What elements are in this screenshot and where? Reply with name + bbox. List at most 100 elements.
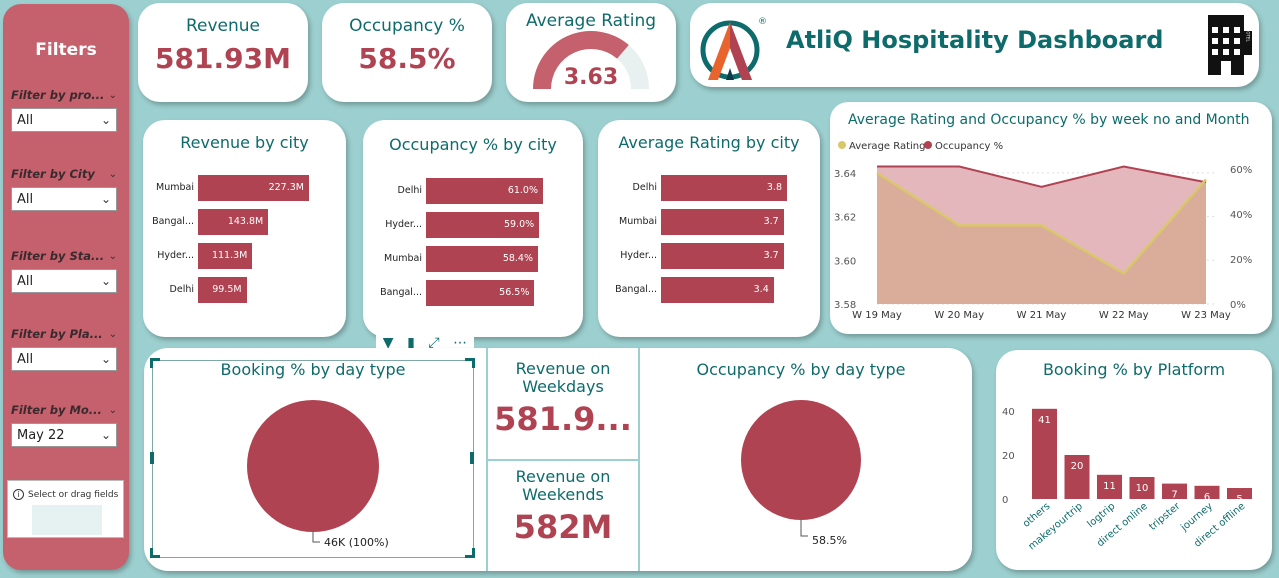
legend-label: Average Rating (849, 141, 925, 152)
bar[interactable]: 143.8M (198, 209, 269, 235)
bar[interactable]: 99.5M (198, 277, 247, 303)
bar-row[interactable]: Bangal... 143.8M (143, 209, 269, 235)
filter-platform[interactable]: Filter by Pla... ⌄ All ⌄ (11, 327, 117, 371)
chevron-down-icon[interactable]: ⌄ (108, 250, 117, 262)
platform-bar (1064, 455, 1090, 499)
bar-row[interactable]: Delhi 61.0% (363, 178, 543, 204)
filter-dropdown[interactable]: All ⌄ (11, 108, 117, 132)
resize-handle[interactable] (465, 548, 475, 558)
bar-row[interactable]: Delhi 99.5M (143, 277, 247, 303)
bar-chart: Delhi 61.0% Hyder... 59.0% Mumbai 58.4% Bangal… (363, 178, 583, 318)
filter-dropdown[interactable]: All ⌄ (11, 347, 117, 371)
card-title: Revenue on Weekends (515, 467, 611, 504)
bar-row[interactable]: Bangal... 3.4 (598, 277, 774, 303)
drag-fields-placeholder[interactable]: i Select or drag fields (7, 480, 124, 538)
bar-category-label: Hyder... (620, 250, 657, 261)
pie-leader-line (800, 520, 808, 537)
filter-city[interactable]: Filter by City ⌄ All ⌄ (11, 167, 117, 211)
filter-dropdown[interactable]: All ⌄ (11, 269, 117, 293)
bar-value-label: 6 (1204, 492, 1210, 503)
resize-handle[interactable] (465, 358, 475, 368)
filter-product[interactable]: Filter by pro... ⌄ All ⌄ (11, 88, 117, 132)
bar[interactable]: 3.7 (661, 243, 784, 269)
chevron-down-icon[interactable]: ⌄ (100, 428, 111, 442)
filter-status[interactable]: Filter by Sta... ⌄ All ⌄ (11, 249, 117, 293)
dashboard-title: AtliQ Hospitality Dashboard (786, 26, 1164, 54)
bar-value-label: 58.4% (502, 253, 533, 264)
legend-marker (924, 141, 932, 149)
resize-handle[interactable] (150, 548, 160, 558)
bar[interactable]: 111.3M (198, 243, 253, 269)
chevron-down-icon[interactable]: ⌄ (108, 168, 117, 180)
bar[interactable]: 3.7 (661, 209, 784, 235)
kpi-title: Revenue (185, 16, 261, 36)
bar[interactable]: 56.5% (426, 280, 535, 306)
x-category-label: tripster (1147, 500, 1183, 532)
x-tick-label: W 23 May (1181, 310, 1231, 321)
revenue-weekdays-card: Revenue on Weekdays 581.9... (488, 359, 638, 439)
bar[interactable]: 3.4 (661, 277, 774, 303)
filter-month[interactable]: Filter by Mo... ⌄ May 22 ⌄ (11, 403, 117, 447)
bar-value-label: 99.5M (212, 284, 242, 295)
bar[interactable]: 58.4% (426, 246, 538, 272)
bar-row[interactable]: Mumbai 58.4% (363, 246, 538, 272)
y-tick-label: 40 (1002, 407, 1015, 418)
bar-row[interactable]: Delhi 3.8 (598, 175, 787, 201)
focus-mode-icon[interactable]: ⤢ (428, 335, 440, 351)
pie-slice (741, 400, 861, 520)
bar-row[interactable]: Mumbai 227.3M (143, 175, 309, 201)
resize-handle[interactable] (470, 452, 474, 464)
occupancy-pie-chart: 58.5% (741, 400, 861, 547)
bar[interactable]: 59.0% (426, 212, 540, 238)
gauge-value: 3.63 (563, 65, 619, 90)
bar-row[interactable]: Hyder... 59.0% (363, 212, 540, 238)
bar-value-label: 227.3M (268, 182, 304, 193)
chevron-down-icon[interactable]: ⌄ (108, 89, 117, 101)
bar-category-label: Mumbai (156, 182, 194, 193)
pie-slice (247, 400, 379, 532)
chevron-down-icon[interactable]: ⌄ (100, 192, 111, 206)
hotel-building-icon: HOTEL (1208, 15, 1252, 75)
filter-dropdown[interactable]: All ⌄ (11, 187, 117, 211)
card-value: 581.9... (494, 400, 632, 438)
resize-handle[interactable] (150, 452, 154, 464)
platform-bar (1032, 408, 1057, 499)
filter-icon[interactable]: ▼ (382, 335, 394, 351)
platform-bar (1097, 474, 1122, 499)
platform-bar (1129, 477, 1155, 499)
bar-category-label: Hyder... (385, 219, 422, 230)
platform-bar (1162, 483, 1187, 499)
chevron-down-icon[interactable]: ⌄ (108, 328, 117, 340)
more-options-icon[interactable]: ⋯ (453, 335, 468, 351)
bar-value-label: 3.7 (763, 216, 779, 227)
bar-category-label: Mumbai (384, 253, 422, 264)
bar-row[interactable]: Hyder... 3.7 (598, 243, 784, 269)
kpi-value: 58.5% (358, 42, 456, 75)
bar-row[interactable]: Mumbai 3.7 (598, 209, 784, 235)
bar[interactable]: 3.8 (661, 175, 787, 201)
info-icon: i (13, 489, 24, 500)
platform-bar (1227, 488, 1252, 499)
bar[interactable]: 227.3M (198, 175, 309, 201)
chevron-down-icon[interactable]: ⌄ (108, 404, 117, 416)
kpi-value: 581.93M (155, 42, 291, 75)
bar-category-label: Delhi (169, 284, 194, 295)
bar-row[interactable]: Bangal... 56.5% (363, 280, 535, 306)
header-card: ® AtliQ Hospitality Dashboard HOTEL (690, 3, 1259, 87)
chevron-down-icon[interactable]: ⌄ (100, 113, 111, 127)
revenue-by-city-card: Revenue by city Mumbai 227.3M Bangal... 143… (143, 120, 346, 337)
pin-icon[interactable]: ▮ (407, 335, 415, 351)
bar-category-label: Mumbai (619, 216, 657, 227)
filter-dropdown[interactable]: May 22 ⌄ (11, 423, 117, 447)
bar-row[interactable]: Hyder... 111.3M (143, 243, 253, 269)
chevron-down-icon[interactable]: ⌄ (100, 352, 111, 366)
bar-value-label: 41 (1038, 415, 1051, 426)
card-value: 582M (513, 508, 613, 546)
card-title: Revenue on Weekdays (515, 359, 611, 396)
bar-chart: Delhi 3.8 Mumbai 3.7 Hyder... 3.7 Bangal... 3.4 (598, 175, 820, 315)
chart-title: Booking % by Platform (1042, 360, 1226, 379)
chevron-down-icon[interactable]: ⌄ (100, 274, 111, 288)
bar[interactable]: 61.0% (426, 178, 543, 204)
bar-value-label: 20 (1071, 461, 1084, 472)
resize-handle[interactable] (150, 358, 160, 368)
